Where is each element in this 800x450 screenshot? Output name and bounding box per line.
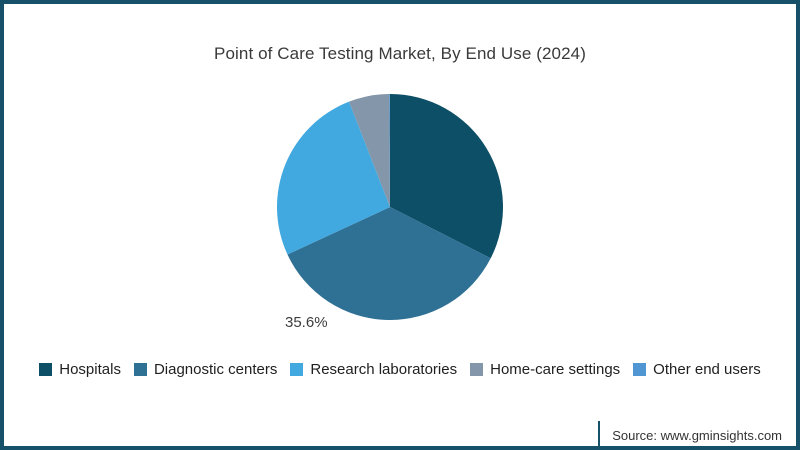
legend-item-home-care-settings[interactable]: Home-care settings (470, 361, 620, 378)
legend-label: Research laboratories (310, 361, 458, 378)
legend-label: Diagnostic centers (153, 361, 278, 378)
pie-slice-hospitals[interactable] (390, 94, 503, 259)
source-divider (598, 421, 601, 446)
legend-label: Hospitals (59, 361, 121, 378)
legend-item-diagnostic-centers[interactable]: Diagnostic centers (133, 361, 278, 378)
pie-slice-data-label: 35.6% (285, 314, 328, 331)
chart-title: Point of Care Testing Market, By End Use… (214, 44, 586, 63)
legend-item-other-end-users[interactable]: Other end users (633, 361, 761, 378)
legend-swatch-icon (633, 363, 647, 376)
legend-swatch-icon (133, 363, 147, 376)
chart-legend: Hospitals Diagnostic centers Research la… (4, 361, 796, 378)
legend-label: Home-care settings (490, 361, 621, 378)
source-area: Source: www.gminsights.com (598, 421, 782, 446)
legend-swatch-icon (290, 363, 304, 376)
pie-slice-home-care-settings[interactable] (349, 94, 390, 207)
legend-item-research-laboratories[interactable]: Research laboratories (290, 361, 457, 378)
legend-swatch-icon (470, 363, 484, 376)
source-attribution: Source: www.gminsights.com (612, 428, 782, 443)
pie-slice-research-laboratories[interactable] (277, 101, 390, 255)
pie-slice-diagnostic-centers[interactable] (287, 207, 491, 320)
legend-label: Other end users (653, 361, 761, 378)
legend-swatch-icon (39, 363, 53, 376)
pie-chart (277, 94, 503, 320)
legend-item-hospitals[interactable]: Hospitals (39, 361, 121, 378)
pie-slice-other-end-users[interactable] (389, 94, 390, 207)
